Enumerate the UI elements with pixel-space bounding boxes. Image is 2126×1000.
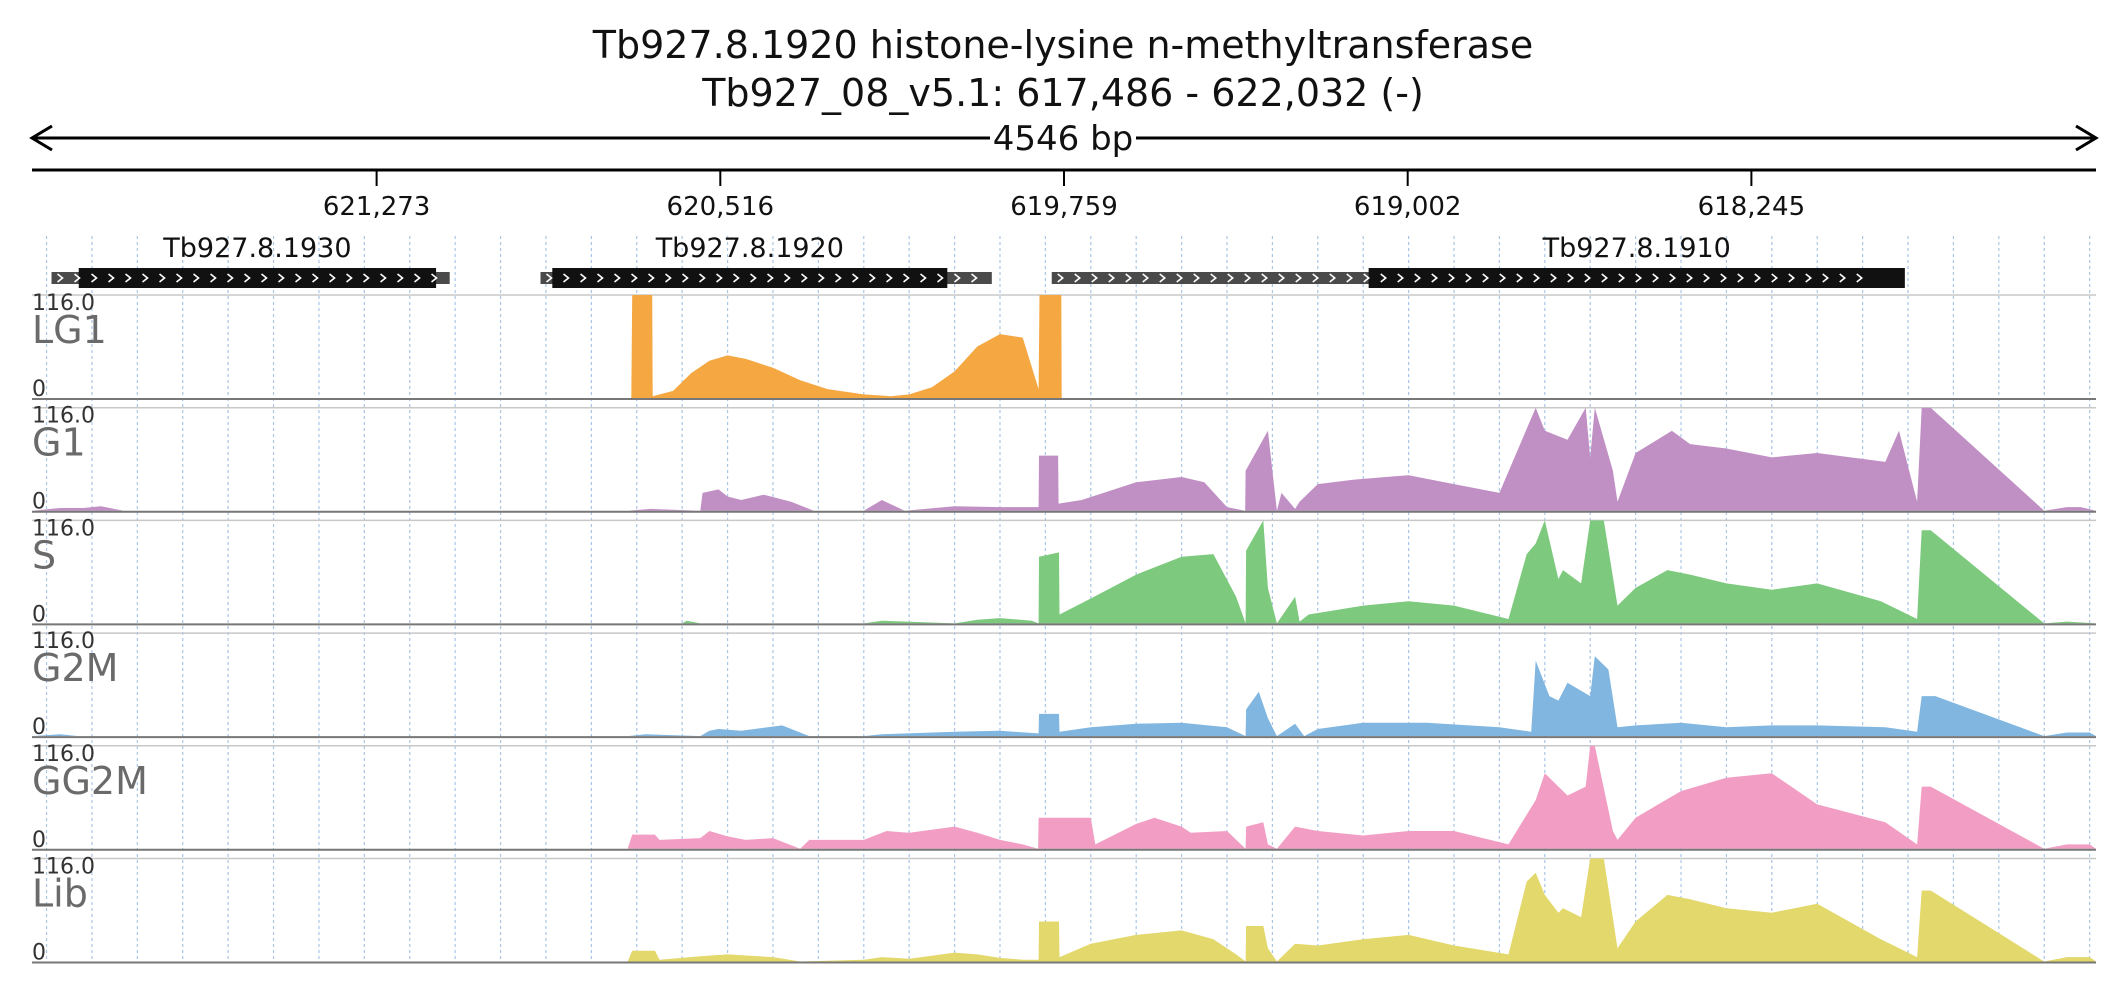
- span-arrow-head-right: [2075, 124, 2099, 152]
- track-s: 116.0 0 S: [32, 516, 2096, 627]
- coverage-area-gg2m: [32, 745, 2096, 849]
- strand-chevrons-tb927-8-1930: [57, 273, 438, 283]
- y-max-label-g1: 116.0: [32, 404, 95, 429]
- gene-cds-tb927-8-1920: [552, 268, 948, 288]
- track-g2m: 116.0 0 G2M: [32, 629, 2096, 740]
- coverage-area-s: [32, 520, 2096, 624]
- ruler-ticks: 621,273 620,516 619,759 619,002 618,245: [323, 170, 1805, 222]
- gene-cds-tb927-8-1930: [78, 268, 437, 288]
- gene-label-tb927-8-1930: Tb927.8.1930: [162, 233, 351, 264]
- y-min-label-g2m: 0: [32, 715, 46, 740]
- y-max-label-gg2m: 116.0: [32, 742, 95, 767]
- gene-cds-tb927-8-1910: [1368, 268, 1905, 288]
- strand-chevrons-tb927-8-1920: [546, 273, 978, 283]
- y-max-label-lib: 116.0: [32, 855, 95, 880]
- track-g1: 116.0 0 G1: [32, 404, 2096, 515]
- y-min-label-gg2m: 0: [32, 828, 46, 853]
- y-min-label-s: 0: [32, 602, 46, 627]
- gene-label-tb927-8-1910: Tb927.8.1910: [1542, 233, 1731, 264]
- track-name-lg1: LG1: [32, 308, 107, 352]
- gene-tb927-8-1930: Tb927.8.1930: [51, 233, 450, 288]
- track-name-lib: Lib: [32, 872, 88, 916]
- chart-title-locus: Tb927_08_v5.1: 617,486 - 622,032 (-): [701, 71, 1424, 115]
- coverage-area-lib: [32, 858, 2096, 962]
- tick-label-621273: 621,273: [323, 192, 431, 222]
- gene-tb927-8-1910: Tb927.8.1910: [1051, 233, 1905, 288]
- tick-label-619759: 619,759: [1010, 192, 1118, 222]
- coverage-area-g1: [32, 407, 2096, 511]
- track-name-s: S: [32, 533, 56, 577]
- track-name-g2m: G2M: [32, 646, 118, 690]
- track-lib: 116.0 0 Lib: [32, 855, 2096, 966]
- y-max-label-lg1: 116.0: [32, 291, 95, 316]
- y-max-label-s: 116.0: [32, 516, 95, 541]
- coverage-area-lg1: [32, 295, 2096, 398]
- tick-label-618245: 618,245: [1698, 192, 1806, 222]
- grid-lines: [45, 236, 2091, 962]
- track-gg2m: 116.0 0 GG2M: [32, 742, 2096, 853]
- y-min-label-lib: 0: [32, 941, 46, 966]
- gene-track: Tb927.8.1930 Tb927.8.1920 Tb927.8.1910: [51, 233, 1905, 288]
- tick-label-620516: 620,516: [667, 192, 775, 222]
- chart-title-gene: Tb927.8.1920 histone-lysine n-methyltran…: [592, 23, 1533, 67]
- tick-label-619002: 619,002: [1354, 192, 1462, 222]
- coverage-tracks: 116.00LG1116.00G1116.00S116.00G2M116.00G…: [32, 291, 2096, 966]
- gene-tb927-8-1920: Tb927.8.1920: [540, 233, 992, 288]
- span-label: 4546 bp: [993, 119, 1134, 159]
- span-arrow-head-left: [29, 124, 53, 152]
- span-arrow: 4546 bp: [29, 119, 2099, 159]
- gene-label-tb927-8-1920: Tb927.8.1920: [655, 233, 844, 264]
- y-min-label-g1: 0: [32, 490, 46, 515]
- y-max-label-g2m: 116.0: [32, 629, 95, 654]
- track-name-gg2m: GG2M: [32, 759, 148, 803]
- y-min-label-lg1: 0: [32, 377, 46, 402]
- track-name-g1: G1: [32, 421, 86, 465]
- coverage-area-g2m: [32, 656, 2096, 737]
- track-lg1: 116.0 0 LG1: [32, 291, 2096, 402]
- strand-chevrons-tb927-8-1910: [1057, 273, 1864, 283]
